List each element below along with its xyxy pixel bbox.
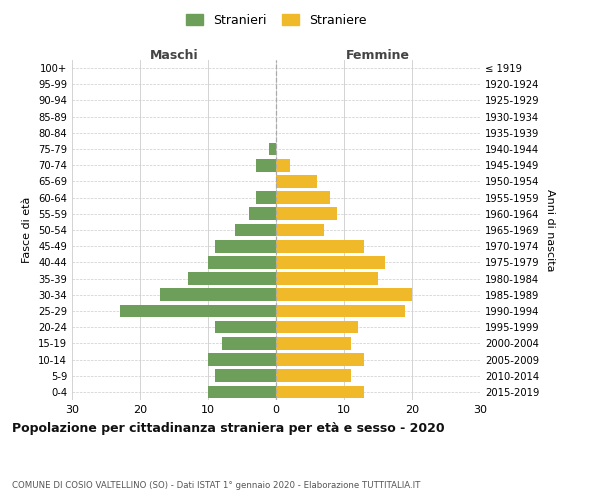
Bar — [208, 386, 276, 398]
Bar — [256, 192, 276, 204]
Bar — [276, 159, 290, 172]
Bar — [208, 256, 276, 268]
Bar — [235, 224, 276, 236]
Bar — [215, 321, 276, 334]
Bar — [208, 353, 276, 366]
Text: Maschi: Maschi — [149, 48, 199, 62]
Bar — [256, 159, 276, 172]
Bar — [276, 370, 351, 382]
Bar — [276, 337, 351, 349]
Text: COMUNE DI COSIO VALTELLINO (SO) - Dati ISTAT 1° gennaio 2020 - Elaborazione TUTT: COMUNE DI COSIO VALTELLINO (SO) - Dati I… — [12, 481, 421, 490]
Bar — [276, 304, 405, 318]
Bar — [276, 192, 331, 204]
Bar — [276, 272, 378, 285]
Bar — [276, 175, 317, 188]
Bar — [160, 288, 276, 301]
Bar — [276, 321, 358, 334]
Bar — [276, 288, 412, 301]
Text: Popolazione per cittadinanza straniera per età e sesso - 2020: Popolazione per cittadinanza straniera p… — [12, 422, 445, 435]
Bar — [221, 337, 276, 349]
Bar — [119, 304, 276, 318]
Bar — [269, 142, 276, 156]
Bar — [276, 386, 364, 398]
Text: Femmine: Femmine — [346, 48, 410, 62]
Bar — [215, 370, 276, 382]
Y-axis label: Anni di nascita: Anni di nascita — [545, 188, 555, 271]
Bar — [276, 240, 364, 252]
Bar — [249, 208, 276, 220]
Y-axis label: Fasce di età: Fasce di età — [22, 197, 32, 263]
Bar — [188, 272, 276, 285]
Bar — [276, 353, 364, 366]
Bar — [215, 240, 276, 252]
Bar — [276, 208, 337, 220]
Bar — [276, 256, 385, 268]
Bar — [276, 224, 323, 236]
Legend: Stranieri, Straniere: Stranieri, Straniere — [181, 8, 371, 32]
